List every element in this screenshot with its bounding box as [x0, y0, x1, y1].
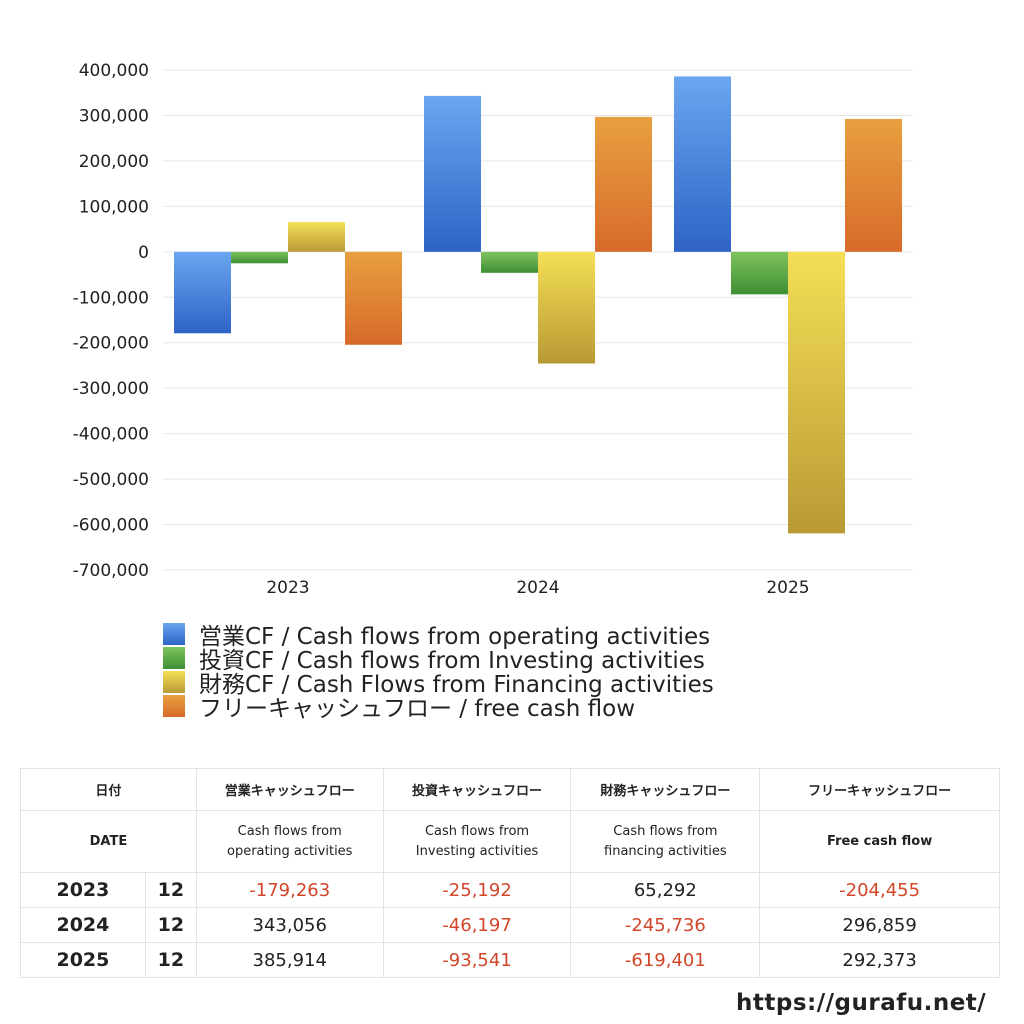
- bar-financing-2024: [538, 251, 595, 364]
- row-operating: -179,263: [195, 872, 384, 908]
- row-month: 12: [144, 942, 197, 978]
- y-tick-label: -700,000: [73, 561, 149, 581]
- bar-investing-2024: [481, 251, 538, 273]
- legend-item-investing: 投資CF / Cash flows from Investing activit…: [163, 646, 714, 674]
- row-operating: 343,056: [195, 907, 384, 943]
- chart-bars: [174, 76, 902, 534]
- row-month: 12: [144, 907, 197, 943]
- legend-swatch-financing: [163, 671, 185, 693]
- legend-label-investing: 投資CF / Cash flows from Investing activit…: [199, 648, 705, 674]
- y-tick-label: 300,000: [79, 106, 149, 126]
- y-tick-label: 400,000: [79, 61, 149, 81]
- x-tick-label: 2023: [266, 578, 309, 598]
- table-row: 2023 12 -179,263 -25,192 65,292 -204,455: [20, 872, 1000, 908]
- header-operating-en-line2: operating activities: [227, 843, 353, 859]
- row-investing: -25,192: [382, 872, 572, 908]
- bar-free-cash-flow-2023: [345, 251, 402, 345]
- header-financing-en-line2: financing activities: [604, 843, 727, 859]
- header-date-jp: 日付: [20, 768, 197, 811]
- header-fcf-en: Free cash flow: [759, 810, 1000, 873]
- bar-investing-2023: [231, 251, 288, 264]
- x-axis-tick-labels: 2023 2024 2025: [266, 578, 809, 598]
- legend-label-operating: 営業CF / Cash flows from operating activit…: [199, 624, 711, 650]
- row-fcf: 296,859: [759, 907, 1000, 943]
- site-url[interactable]: https://gurafu.net/: [736, 990, 987, 1016]
- legend-swatch-free-cash-flow: [163, 695, 185, 717]
- legend-item-free-cash-flow: フリーキャッシュフロー / free cash flow: [163, 694, 714, 722]
- y-tick-label: -600,000: [73, 516, 149, 536]
- row-fcf: -204,455: [759, 872, 1000, 908]
- y-tick-label: 0: [138, 243, 149, 263]
- header-investing-en: Cash flows from Investing activities: [382, 810, 572, 873]
- bar-free-cash-flow-2025: [845, 118, 902, 252]
- legend-swatch-operating: [163, 623, 185, 645]
- row-financing: 65,292: [570, 872, 761, 908]
- bar-operating-2023: [174, 251, 231, 334]
- row-year: 2023: [20, 872, 146, 908]
- y-tick-label: 200,000: [79, 152, 149, 172]
- header-financing-en-line1: Cash flows from: [613, 823, 718, 839]
- y-tick-label: -200,000: [73, 334, 149, 354]
- row-investing: -93,541: [382, 942, 572, 978]
- legend-label-financing: 財務CF / Cash Flows from Financing activit…: [199, 672, 714, 698]
- row-year: 2024: [20, 907, 146, 943]
- y-tick-label: -100,000: [73, 288, 149, 308]
- bar-free-cash-flow-2024: [595, 116, 652, 252]
- table-row: 2025 12 385,914 -93,541 -619,401 292,373: [20, 942, 1000, 978]
- legend-label-free-cash-flow: フリーキャッシュフロー / free cash flow: [199, 696, 636, 722]
- header-investing-jp: 投資キャッシュフロー: [382, 768, 572, 811]
- bar-operating-2024: [424, 95, 481, 252]
- legend-item-operating: 営業CF / Cash flows from operating activit…: [163, 622, 714, 650]
- header-financing-en: Cash flows from financing activities: [570, 810, 761, 873]
- header-investing-en-line1: Cash flows from: [424, 823, 530, 839]
- row-fcf: 292,373: [759, 942, 1000, 978]
- bar-financing-2025: [788, 251, 845, 534]
- bar-investing-2025: [731, 251, 788, 295]
- y-tick-label: -400,000: [73, 425, 149, 445]
- row-financing: -619,401: [570, 942, 761, 978]
- legend-swatch-investing: [163, 647, 185, 669]
- header-date-en: DATE: [20, 810, 197, 873]
- table-header-en: DATE Cash flows from operating activities…: [20, 810, 1000, 873]
- y-tick-label: -500,000: [73, 470, 149, 490]
- cash-flow-table: 日付 営業キャッシュフロー 投資キャッシュフロー 財務キャッシュフロー フリーキ…: [20, 768, 1000, 978]
- y-tick-label: -300,000: [73, 379, 149, 399]
- header-operating-jp: 営業キャッシュフロー: [195, 768, 384, 811]
- row-year: 2025: [20, 942, 146, 978]
- header-operating-en: Cash flows from operating activities: [195, 810, 384, 873]
- header-fcf-jp: フリーキャッシュフロー: [759, 768, 1000, 811]
- header-operating-en-line1: Cash flows from: [237, 823, 342, 839]
- header-investing-en-line2: Investing activities: [415, 843, 539, 859]
- chart-legend: 営業CF / Cash flows from operating activit…: [163, 622, 714, 722]
- cash-flow-bar-chart: 400,000 300,000 200,000 100,000 0 -100,000 -20…: [73, 61, 913, 598]
- bar-financing-2023: [288, 222, 345, 252]
- x-tick-label: 2025: [766, 578, 809, 598]
- table-row: 2024 12 343,056 -46,197 -245,736 296,859: [20, 907, 1000, 943]
- row-investing: -46,197: [382, 907, 572, 943]
- row-financing: -245,736: [570, 907, 761, 943]
- legend-item-financing: 財務CF / Cash Flows from Financing activit…: [163, 670, 714, 698]
- y-axis-tick-labels: 400,000 300,000 200,000 100,000 0 -100,000 -20…: [73, 61, 149, 581]
- bar-operating-2025: [674, 76, 731, 252]
- y-tick-label: 100,000: [79, 197, 149, 217]
- row-operating: 385,914: [195, 942, 384, 978]
- table-header-jp: 日付 営業キャッシュフロー 投資キャッシュフロー 財務キャッシュフロー フリーキ…: [20, 768, 1000, 811]
- header-financing-jp: 財務キャッシュフロー: [570, 768, 761, 811]
- row-month: 12: [144, 872, 197, 908]
- x-tick-label: 2024: [516, 578, 559, 598]
